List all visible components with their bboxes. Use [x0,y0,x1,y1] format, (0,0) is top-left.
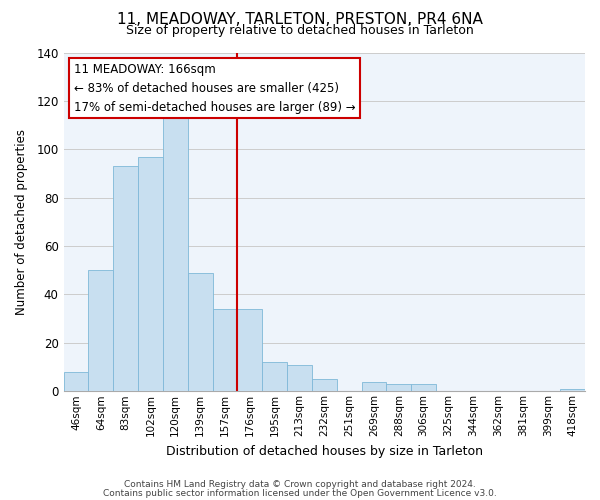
Bar [411,384,436,392]
Bar [212,309,238,392]
Bar [560,389,585,392]
Y-axis label: Number of detached properties: Number of detached properties [15,129,28,315]
Bar [113,166,138,392]
Text: Size of property relative to detached houses in Tarleton: Size of property relative to detached ho… [126,24,474,37]
Bar [238,309,262,392]
Text: 11 MEADOWAY: 166sqm
← 83% of detached houses are smaller (425)
17% of semi-detac: 11 MEADOWAY: 166sqm ← 83% of detached ho… [74,62,356,114]
X-axis label: Distribution of detached houses by size in Tarleton: Distribution of detached houses by size … [166,444,483,458]
Text: Contains HM Land Registry data © Crown copyright and database right 2024.: Contains HM Land Registry data © Crown c… [124,480,476,489]
Bar [312,379,337,392]
Text: 11, MEADOWAY, TARLETON, PRESTON, PR4 6NA: 11, MEADOWAY, TARLETON, PRESTON, PR4 6NA [117,12,483,28]
Bar [287,364,312,392]
Bar [188,272,212,392]
Bar [262,362,287,392]
Bar [64,372,88,392]
Bar [386,384,411,392]
Text: Contains public sector information licensed under the Open Government Licence v3: Contains public sector information licen… [103,488,497,498]
Bar [88,270,113,392]
Bar [163,118,188,392]
Bar [138,156,163,392]
Bar [362,382,386,392]
